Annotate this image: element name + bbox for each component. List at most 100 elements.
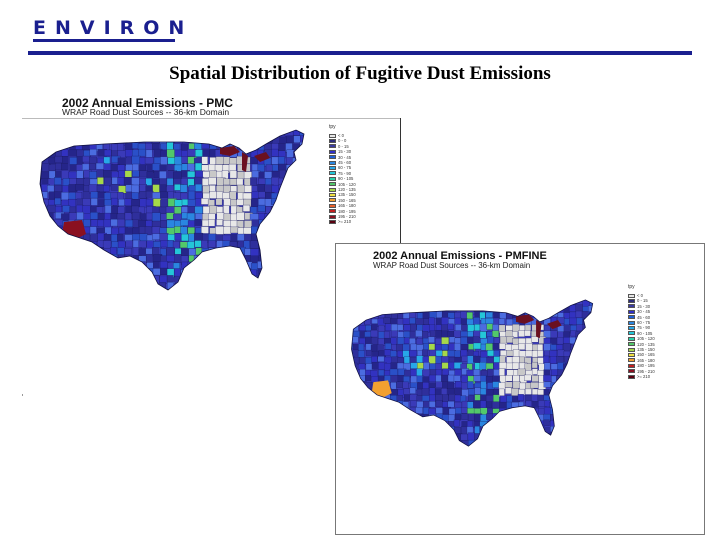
county-cell — [500, 452, 506, 459]
county-cell — [62, 135, 70, 143]
county-cell — [422, 349, 429, 357]
county-cell — [215, 156, 225, 165]
county-cell — [307, 311, 314, 317]
county-cell — [422, 382, 429, 390]
county-cell — [110, 268, 119, 276]
county-cell — [453, 419, 460, 427]
county-cell — [358, 472, 364, 477]
county-cell — [174, 206, 182, 214]
county-cell — [97, 262, 106, 272]
county-cell — [448, 440, 457, 447]
county-cell — [556, 394, 564, 402]
county-cell — [62, 311, 68, 320]
county-cell — [217, 305, 224, 312]
county-cell — [124, 122, 130, 128]
county-cell — [359, 440, 367, 446]
county-cell — [590, 292, 597, 298]
county-cell — [466, 363, 473, 370]
county-cell — [346, 472, 354, 478]
county-cell — [429, 439, 437, 447]
county-cell — [216, 275, 226, 283]
county-cell — [82, 289, 91, 290]
county-cell — [601, 401, 608, 408]
legend-label: 195 - 210 — [637, 368, 655, 374]
county-cell — [562, 401, 571, 409]
county-cell — [453, 299, 463, 308]
county-cell — [180, 130, 187, 131]
county-cell — [174, 291, 183, 300]
county-cell — [449, 472, 457, 479]
county-cell — [531, 432, 538, 439]
county-cell — [160, 156, 168, 165]
county-cell — [415, 421, 424, 428]
county-cell — [351, 312, 355, 319]
county-cell — [607, 375, 615, 383]
county-cell — [153, 319, 161, 326]
county-cell — [518, 427, 526, 435]
pmfine-us-map — [346, 292, 614, 479]
county-cell — [557, 419, 565, 426]
county-cell — [236, 311, 242, 320]
county-cell — [320, 233, 327, 240]
county-cell — [174, 268, 181, 278]
county-cell — [222, 247, 231, 255]
county-cell — [299, 198, 304, 205]
county-cell — [299, 149, 304, 156]
county-cell — [271, 248, 279, 256]
county-cell — [563, 370, 572, 378]
county-cell — [293, 318, 300, 324]
county-cell — [582, 324, 590, 331]
county-cell — [602, 357, 609, 363]
county-cell — [371, 439, 379, 447]
county-cell — [90, 219, 99, 227]
county-cell — [384, 445, 392, 447]
county-cell — [397, 414, 404, 422]
county-cell — [250, 157, 258, 164]
county-cell — [215, 248, 222, 256]
county-cell — [90, 197, 98, 206]
county-cell — [435, 466, 441, 472]
county-cell — [505, 387, 513, 394]
county-cell — [279, 219, 287, 228]
county-cell — [42, 311, 50, 317]
county-cell — [139, 296, 146, 303]
county-cell — [429, 349, 437, 357]
county-cell — [123, 177, 132, 186]
county-cell — [493, 438, 500, 447]
legend-swatch — [329, 138, 336, 143]
county-cell — [603, 331, 611, 337]
county-cell — [608, 331, 614, 337]
county-cell — [603, 344, 611, 351]
county-cell — [576, 447, 582, 453]
county-cell — [499, 299, 509, 307]
county-cell — [530, 445, 539, 447]
legend-swatch — [329, 192, 336, 197]
county-cell — [41, 130, 48, 138]
legend-row: 195 - 210 — [329, 214, 356, 219]
county-cell — [54, 268, 63, 277]
county-cell — [68, 254, 77, 261]
county-cell — [230, 291, 236, 299]
county-cell — [298, 170, 304, 180]
county-cell — [132, 170, 140, 178]
county-cell — [461, 382, 468, 390]
county-cell — [429, 369, 437, 376]
county-cell — [322, 291, 331, 299]
legend-row: 60 - 75 — [628, 320, 650, 325]
county-cell — [524, 413, 533, 420]
county-cell — [144, 157, 154, 165]
county-cell — [89, 276, 99, 284]
county-cell — [76, 170, 84, 179]
county-cell — [138, 240, 147, 248]
county-cell — [537, 453, 545, 459]
county-cell — [174, 311, 181, 317]
county-cell — [557, 299, 566, 302]
county-cell — [103, 185, 110, 192]
county-cell — [506, 299, 513, 307]
county-cell — [563, 438, 572, 447]
county-cell — [168, 303, 177, 310]
county-cell — [429, 426, 437, 435]
county-cell — [174, 135, 184, 145]
county-cell — [472, 336, 480, 344]
county-cell — [321, 268, 330, 277]
